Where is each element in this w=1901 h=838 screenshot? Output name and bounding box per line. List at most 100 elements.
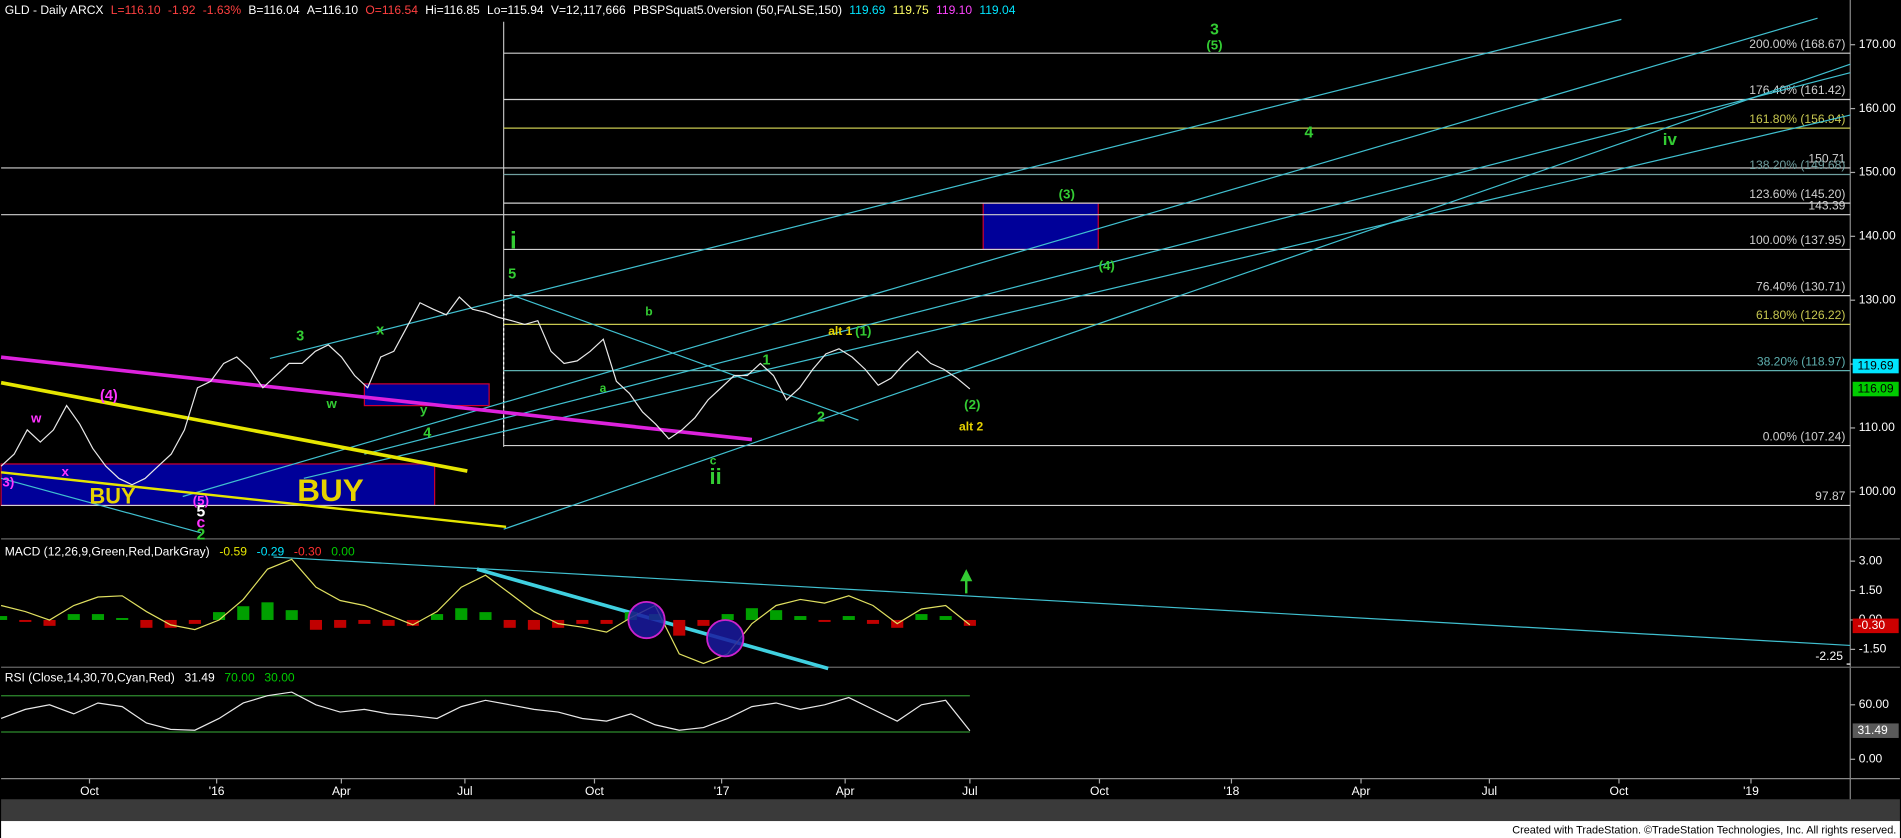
- histogram-bar: [116, 618, 129, 620]
- fib-label: 123.60% (145.20): [1749, 187, 1845, 201]
- wave-label: 5: [508, 267, 516, 283]
- fib-label: 161.80% (156.94): [1749, 112, 1845, 126]
- wave-label: y: [420, 402, 428, 417]
- wave-label: ii: [710, 464, 722, 489]
- histogram-bar: [673, 619, 686, 636]
- y-tick-label: -1.50: [1859, 642, 1887, 656]
- wave-label: (5): [193, 493, 209, 508]
- trendline: [182, 17, 1818, 498]
- x-tick-label: Jul: [1482, 784, 1497, 798]
- wave-label: i: [510, 228, 517, 255]
- y-tick-label: 1.50: [1859, 583, 1883, 597]
- fib-label: 100.00% (137.95): [1749, 233, 1845, 247]
- header-field: O=116.54: [365, 3, 418, 17]
- indicator-readout: 30.00: [264, 670, 295, 684]
- wave-label: (5): [1206, 38, 1222, 53]
- x-tick-label: Jul: [457, 784, 472, 798]
- trendline: [364, 72, 1851, 455]
- indicator-readout: 0.00: [331, 544, 355, 558]
- indicator-readout: -0.59: [219, 544, 247, 558]
- header-field: 119.04: [979, 3, 1015, 17]
- wave-label: (2): [964, 397, 980, 412]
- x-tick-label: Oct: [1610, 784, 1629, 798]
- trendline: [0, 355, 753, 442]
- histogram-bar: [600, 619, 613, 624]
- wave-label: iv: [1663, 130, 1678, 149]
- header-field: Lo=115.94: [487, 3, 544, 17]
- histogram-bar: [818, 619, 831, 622]
- wave-label: x: [376, 322, 384, 338]
- histogram-bar: [503, 619, 516, 628]
- price-line: [0, 558, 971, 665]
- wave-label: b: [645, 305, 652, 319]
- zone: [982, 202, 1099, 251]
- last-value-box: [1852, 618, 1899, 634]
- indicator-readout: -0.29: [257, 544, 285, 558]
- histogram-bar: [0, 616, 8, 620]
- y-tick-label: 60.00: [1859, 697, 1890, 711]
- y-tick-label: 110.00: [1859, 420, 1895, 434]
- fib-label: 38.20% (118.97): [1757, 354, 1846, 368]
- wave-label: 4: [423, 425, 431, 441]
- histogram-bar: [430, 614, 444, 620]
- wave-label: c: [710, 454, 717, 468]
- header-field: GLD - Daily ARCX: [5, 3, 104, 17]
- header-field: -1.92: [168, 3, 196, 17]
- wave-label: w: [326, 396, 338, 411]
- x-tick-label: Apr: [836, 784, 855, 798]
- y-tick-label: 0.00: [1859, 751, 1883, 765]
- histogram-bar: [963, 619, 976, 626]
- header-field: PBSPSquat5.0version (50,FALSE,150): [633, 3, 842, 17]
- wave-label: 2: [817, 410, 825, 426]
- wave-label: (3): [1059, 186, 1075, 201]
- histogram-bar: [770, 610, 783, 620]
- y-tick-label: 150.00: [1859, 165, 1896, 179]
- last-value-label: 116.09: [1858, 381, 1894, 395]
- histogram-bar: [479, 612, 492, 620]
- histogram-bar: [309, 619, 322, 630]
- header-field: A=116.10: [307, 3, 358, 17]
- histogram-bar: [697, 619, 710, 626]
- wave-label: a: [600, 381, 607, 395]
- y-tick-label: 100.00: [1859, 484, 1896, 498]
- x-tick-label: Apr: [1352, 784, 1371, 798]
- histogram-bar: [19, 619, 32, 622]
- histogram-bar: [140, 619, 153, 628]
- price-line: [0, 691, 971, 732]
- histogram-bar: [576, 619, 589, 624]
- histogram-bar: [406, 619, 419, 626]
- x-tick-label: Oct: [585, 784, 604, 798]
- wave-label: x: [62, 464, 70, 479]
- scrollbar: [1, 799, 1900, 822]
- histogram-bar: [842, 616, 855, 620]
- wave-label: 3: [1210, 21, 1219, 38]
- header-field: -1.63%: [203, 3, 242, 17]
- y-tick-label: 140.00: [1859, 229, 1896, 243]
- header-field: V=12,117,666: [551, 3, 626, 17]
- trendline: [0, 471, 507, 528]
- wave-label: 3): [2, 475, 14, 490]
- histogram-bar: [915, 614, 928, 620]
- trendline: [509, 293, 859, 421]
- trendline: [0, 380, 468, 473]
- last-value-label: -2.25: [1815, 649, 1843, 663]
- x-tick-label: '19: [1743, 784, 1759, 798]
- trendline: [273, 556, 1851, 647]
- histogram-bar: [285, 610, 298, 620]
- highlight-circle: [706, 619, 745, 658]
- histogram-bar: [67, 614, 80, 620]
- highlight-circle: [627, 600, 666, 640]
- x-tick-label: Apr: [332, 784, 351, 798]
- fib-label: 76.40% (130.71): [1756, 279, 1845, 293]
- wave-label: 4: [1305, 124, 1314, 141]
- indicator-readout: 70.00: [224, 670, 255, 684]
- histogram-bar: [91, 614, 105, 620]
- wave-label: c: [197, 514, 206, 531]
- y-tick-label: 170.00: [1859, 37, 1896, 51]
- last-value-label: -0.30: [1858, 618, 1886, 632]
- wave-label: 5: [197, 503, 206, 520]
- histogram-bar: [794, 616, 807, 620]
- histogram-bar: [527, 619, 540, 630]
- header-field: L=116.10: [111, 3, 161, 17]
